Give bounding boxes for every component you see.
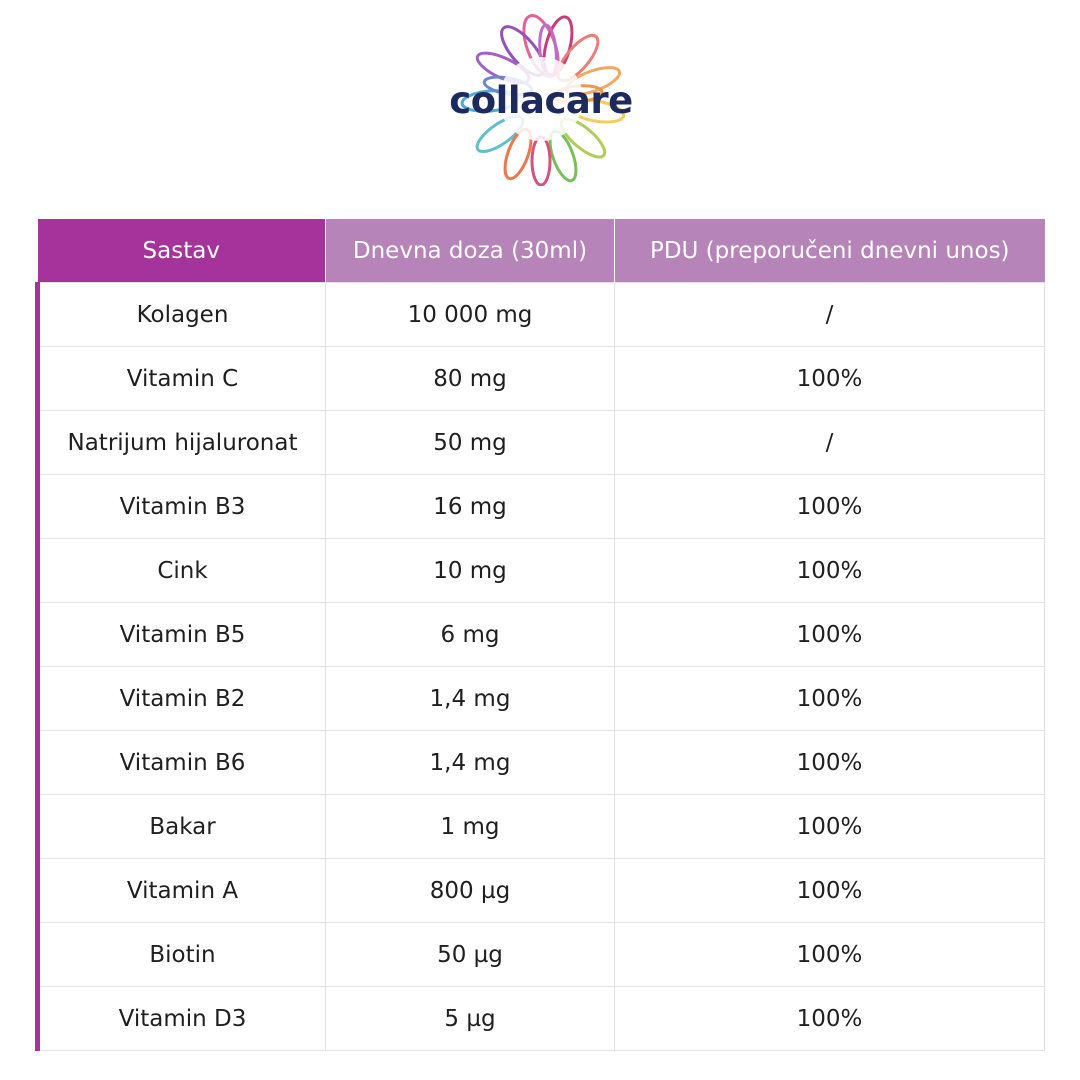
- brand-name: collacare: [449, 79, 633, 122]
- ingredient-cell: Bakar: [35, 794, 326, 859]
- ingredient-cell: Vitamin A: [35, 858, 326, 923]
- table-row: Vitamin A 800 µg 100%: [35, 858, 1045, 923]
- dose-cell: 1 mg: [325, 794, 615, 859]
- pdu-cell: 100%: [614, 730, 1045, 795]
- pdu-cell: 100%: [614, 986, 1045, 1051]
- table-row: Natrijum hijaluronat 50 mg /: [35, 410, 1045, 475]
- dose-cell: 1,4 mg: [325, 730, 615, 795]
- ingredient-cell: Vitamin B3: [35, 474, 326, 539]
- ingredient-cell: Vitamin B6: [35, 730, 326, 795]
- composition-table-container: Sastav Dnevna doza (30ml) PDU (preporuče…: [35, 219, 1045, 1051]
- pdu-cell: /: [614, 282, 1045, 347]
- dose-cell: 10 000 mg: [325, 282, 615, 347]
- pdu-cell: 100%: [614, 794, 1045, 859]
- ingredient-cell: Vitamin D3: [35, 986, 326, 1051]
- dose-cell: 5 µg: [325, 986, 615, 1051]
- table-row: Vitamin B6 1,4 mg 100%: [35, 730, 1045, 795]
- table-header-row: Sastav Dnevna doza (30ml) PDU (preporuče…: [37, 219, 1045, 283]
- table-row: Bakar 1 mg 100%: [35, 794, 1045, 859]
- table-row: Biotin 50 µg 100%: [35, 922, 1045, 987]
- collacare-logo: collacare: [448, 6, 634, 186]
- dose-cell: 80 mg: [325, 346, 615, 411]
- dose-cell: 16 mg: [325, 474, 615, 539]
- table-row: Vitamin C 80 mg 100%: [35, 346, 1045, 411]
- composition-table: Sastav Dnevna doza (30ml) PDU (preporuče…: [35, 219, 1045, 1051]
- dose-cell: 1,4 mg: [325, 666, 615, 731]
- dose-cell: 6 mg: [325, 602, 615, 667]
- pdu-cell: 100%: [614, 474, 1045, 539]
- dose-cell: 10 mg: [325, 538, 615, 603]
- ingredient-cell: Biotin: [35, 922, 326, 987]
- dose-cell: 50 µg: [325, 922, 615, 987]
- pdu-cell: 100%: [614, 346, 1045, 411]
- table-row: Vitamin D3 5 µg 100%: [35, 986, 1045, 1051]
- table-row: Kolagen 10 000 mg /: [35, 282, 1045, 347]
- ingredient-cell: Vitamin B2: [35, 666, 326, 731]
- dose-cell: 800 µg: [325, 858, 615, 923]
- table-row: Vitamin B3 16 mg 100%: [35, 474, 1045, 539]
- table-row: Vitamin B5 6 mg 100%: [35, 602, 1045, 667]
- pdu-cell: 100%: [614, 922, 1045, 987]
- ingredient-cell: Kolagen: [35, 282, 326, 347]
- ingredient-cell: Cink: [35, 538, 326, 603]
- pdu-cell: 100%: [614, 858, 1045, 923]
- pdu-cell: 100%: [614, 602, 1045, 667]
- column-header-pdu: PDU (preporučeni dnevni unos): [614, 219, 1045, 283]
- ingredient-cell: Vitamin B5: [35, 602, 326, 667]
- pdu-cell: 100%: [614, 538, 1045, 603]
- pdu-cell: 100%: [614, 666, 1045, 731]
- table-row: Vitamin B2 1,4 mg 100%: [35, 666, 1045, 731]
- dose-cell: 50 mg: [325, 410, 615, 475]
- pdu-cell: /: [614, 410, 1045, 475]
- ingredient-cell: Natrijum hijaluronat: [35, 410, 326, 475]
- logo-swirl-icon: [460, 14, 626, 186]
- column-header-dnevna-doza: Dnevna doza (30ml): [325, 219, 615, 283]
- column-header-sastav: Sastav: [37, 219, 326, 283]
- ingredient-cell: Vitamin C: [35, 346, 326, 411]
- table-row: Cink 10 mg 100%: [35, 538, 1045, 603]
